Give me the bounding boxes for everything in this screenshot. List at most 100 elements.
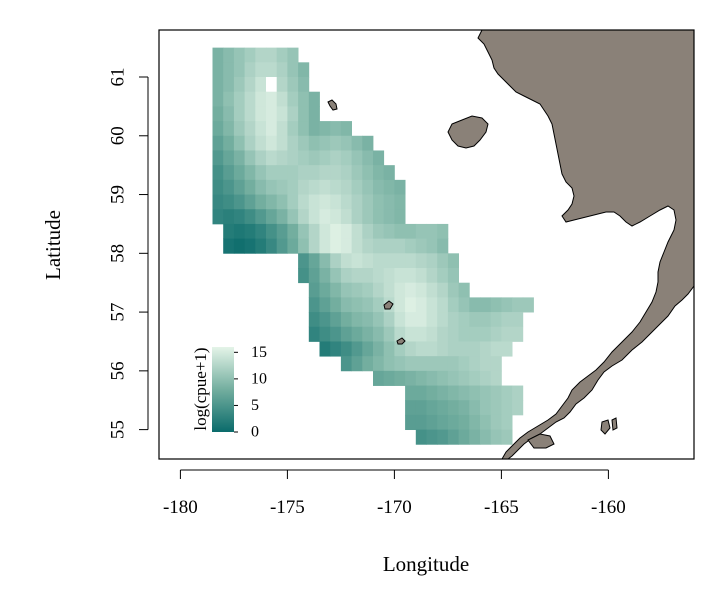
cpue-cell [308, 135, 320, 151]
cpue-cell [298, 91, 310, 107]
cpue-cell [362, 341, 374, 357]
cpue-cell [340, 135, 352, 151]
cpue-cell [490, 312, 502, 328]
cpue-cell [469, 297, 481, 313]
cpue-cell [276, 179, 288, 195]
cpue-cell [340, 312, 352, 328]
cpue-cell [244, 223, 256, 240]
cpue-cell [351, 209, 363, 225]
cpue-cell [233, 223, 245, 240]
cpue-cell [373, 223, 385, 240]
cpue-cell [415, 238, 427, 254]
cpue-cell [405, 253, 417, 269]
y-axis-title: Latitude [41, 210, 65, 280]
cpue-cell [373, 297, 385, 313]
cpue-cell [266, 238, 278, 254]
cpue-cell [255, 209, 267, 225]
cpue-cell [308, 326, 320, 342]
cpue-cell [469, 312, 481, 328]
y-tick-label: 57 [108, 303, 129, 322]
cpue-cell [212, 194, 224, 210]
cpue-cell [458, 297, 470, 313]
cpue-cell [233, 121, 245, 137]
cpue-cell [223, 165, 235, 181]
cpue-cell [223, 150, 235, 166]
cpue-cell [512, 312, 524, 328]
cpue-cell [255, 121, 267, 137]
cpue-cell [319, 135, 331, 151]
x-tick-label: -170 [377, 497, 412, 518]
cpue-cell [373, 194, 385, 210]
cpue-cell [373, 253, 385, 269]
cpue-cell [426, 356, 438, 372]
cpue-cell [373, 370, 385, 386]
cpue-cell [233, 165, 245, 181]
cpue-cell [415, 223, 427, 240]
cpue-cell [480, 370, 492, 386]
cpue-cell [255, 77, 267, 93]
x-tick-label: -160 [591, 497, 626, 518]
cpue-cell [287, 91, 299, 107]
y-tick-label: 60 [108, 126, 129, 145]
cpue-cell [447, 268, 459, 284]
cpue-cell [330, 312, 342, 328]
cpue-cell [351, 223, 363, 240]
cpue-cell [426, 238, 438, 254]
cpue-cell [458, 400, 470, 416]
cpue-cell [330, 179, 342, 195]
cpue-cell [244, 135, 256, 151]
cpue-cell [308, 121, 320, 137]
cpue-cell [308, 238, 320, 254]
cpue-cell [490, 385, 502, 401]
cpue-cell [255, 165, 267, 181]
cpue-cell [426, 282, 438, 298]
cpue-cell [276, 106, 288, 122]
cpue-cell [437, 282, 449, 298]
cpue-cell [426, 400, 438, 416]
x-axis-title: Longitude [383, 552, 469, 576]
cpue-cell [223, 106, 235, 122]
cpue-cell [447, 282, 459, 298]
cpue-cell [255, 47, 267, 63]
cpue-cell [458, 370, 470, 386]
cpue-cell [501, 341, 513, 357]
y-axis: 55 56 57 58 59 60 61 [108, 68, 149, 439]
cpue-cell [394, 238, 406, 254]
cpue-cell [373, 282, 385, 298]
alaska-mainland [477, 30, 694, 459]
cpue-cell [437, 297, 449, 313]
cpue-cell [351, 135, 363, 151]
cpue-cell [415, 268, 427, 284]
y-tick-label: 59 [108, 185, 129, 204]
cpue-cell [415, 370, 427, 386]
cpue-cell [298, 121, 310, 137]
cpue-cell [276, 135, 288, 151]
cpue-cell [212, 77, 224, 93]
cpue-cell [340, 282, 352, 298]
cpue-cell [319, 253, 331, 269]
cpue-cell [437, 414, 449, 431]
cpue-cell [212, 106, 224, 122]
cpue-cell [501, 326, 513, 342]
cpue-cell [394, 297, 406, 313]
cpue-cell [351, 297, 363, 313]
cpue-cell [287, 62, 299, 78]
cpue-cell [330, 194, 342, 210]
legend-tick-label: 10 [251, 370, 267, 387]
cpue-cell [362, 194, 374, 210]
cpue-cell [426, 385, 438, 401]
cpue-cell [308, 282, 320, 298]
cpue-cell [373, 356, 385, 372]
cpue-cell [340, 238, 352, 254]
cpue-cell [383, 312, 395, 328]
cpue-cell [276, 91, 288, 107]
cpue-cell [308, 150, 320, 166]
cpue-cell [319, 326, 331, 342]
cpue-cell [480, 341, 492, 357]
cpue-cell [480, 385, 492, 401]
cpue-cell [415, 312, 427, 328]
cpue-cell [266, 106, 278, 122]
cpue-cell [340, 150, 352, 166]
cpue-cell [394, 341, 406, 357]
cpue-cell [362, 282, 374, 298]
